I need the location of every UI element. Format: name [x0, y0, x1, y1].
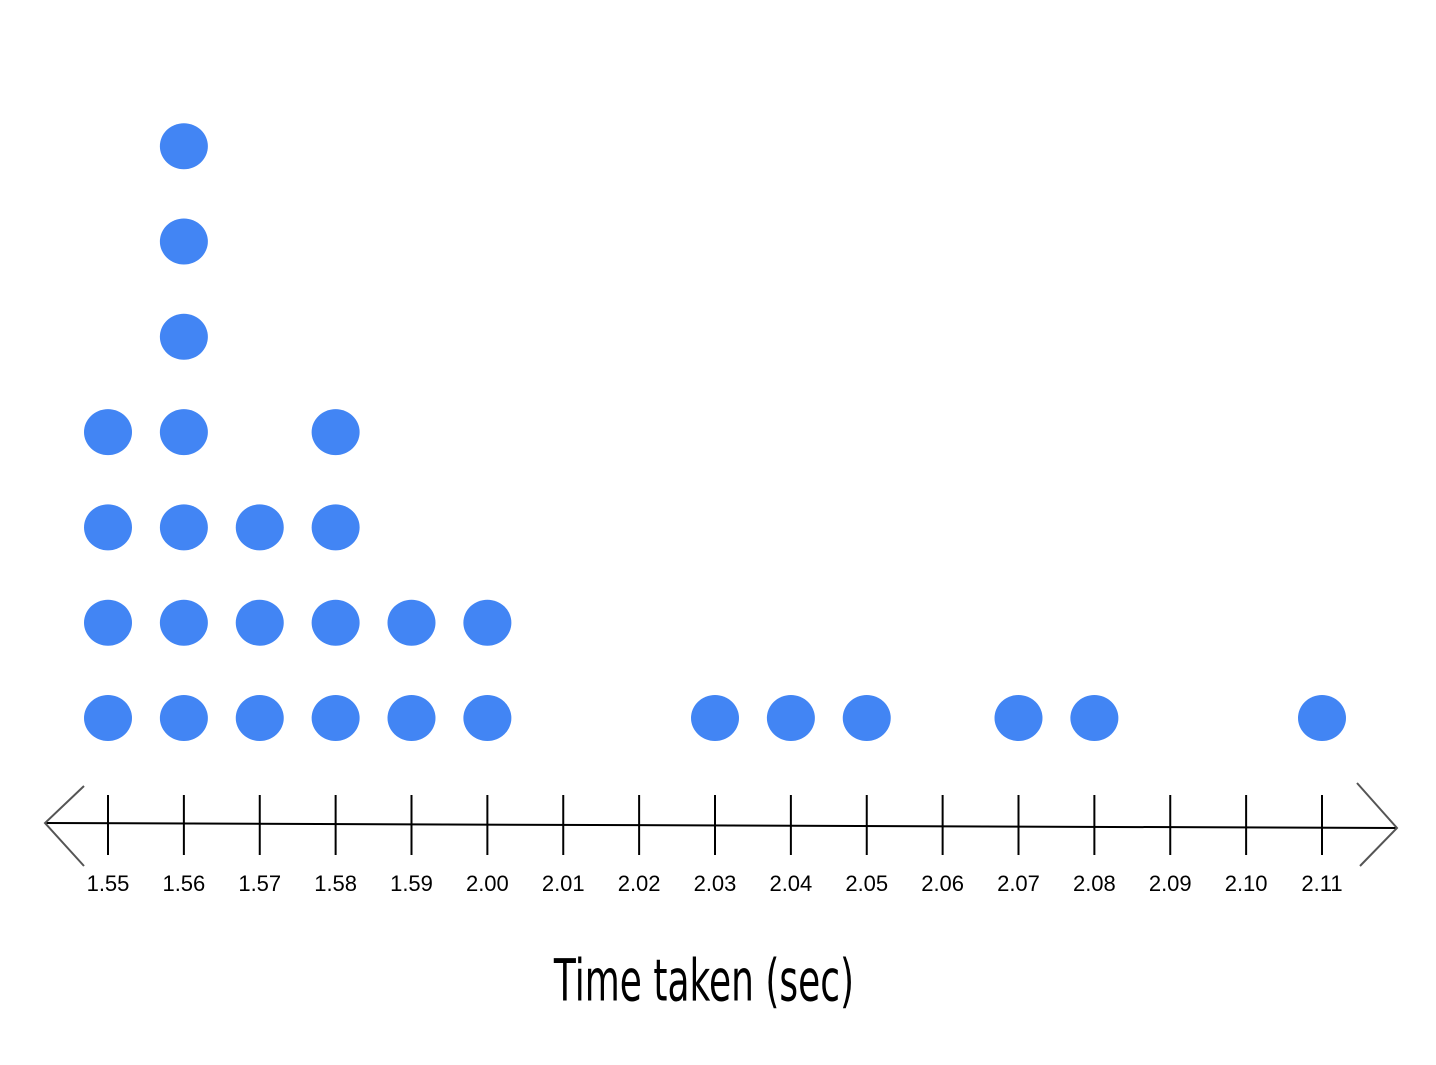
dot	[387, 695, 436, 741]
x-tick-label: 1.58	[314, 871, 357, 896]
x-tick-label: 2.05	[845, 871, 888, 896]
dot	[463, 695, 512, 741]
dot	[159, 218, 208, 265]
dot	[311, 409, 360, 456]
x-tick-label: 2.04	[769, 871, 812, 896]
dot	[842, 695, 891, 741]
x-tick-label: 1.59	[390, 871, 433, 896]
axis-arrow-right	[1356, 782, 1399, 867]
dot	[463, 599, 512, 646]
dot	[691, 695, 739, 741]
x-tick-label: 2.08	[1073, 871, 1116, 896]
x-tick-label: 1.55	[87, 871, 130, 896]
dot	[994, 695, 1043, 741]
dot	[387, 599, 436, 646]
dot	[159, 695, 208, 741]
dot	[159, 504, 208, 551]
x-tick-label: 2.02	[618, 871, 661, 896]
axis-title: Time taken (sec)	[553, 948, 854, 1015]
x-tick-label: 2.10	[1225, 871, 1268, 896]
dot	[159, 123, 208, 170]
x-tick-label: 2.03	[694, 871, 737, 896]
axis-arrow-left	[43, 785, 85, 867]
dot	[311, 695, 360, 741]
x-tick-label: 2.06	[921, 871, 964, 896]
x-tick-label: 2.07	[997, 871, 1040, 896]
dot	[235, 695, 284, 741]
dot	[1070, 695, 1119, 741]
x-tick-label: 2.00	[466, 871, 509, 896]
dot	[159, 409, 208, 456]
x-tick-label: 2.01	[542, 871, 585, 896]
axis-line	[44, 822, 1398, 829]
dot	[235, 504, 284, 551]
dot	[235, 599, 284, 646]
dot	[311, 504, 360, 551]
x-tick-label: 2.09	[1149, 871, 1192, 896]
dot	[311, 599, 360, 646]
dot	[84, 409, 132, 456]
dot	[84, 504, 132, 551]
x-tick-label: 1.56	[162, 871, 205, 896]
dot	[159, 313, 208, 360]
dot	[84, 599, 132, 646]
dot	[159, 599, 208, 646]
dot	[1298, 695, 1346, 741]
x-tick-label: 1.57	[238, 871, 281, 896]
dot	[84, 695, 132, 741]
dot	[766, 695, 815, 741]
x-tick-label: 2.11	[1301, 871, 1342, 896]
